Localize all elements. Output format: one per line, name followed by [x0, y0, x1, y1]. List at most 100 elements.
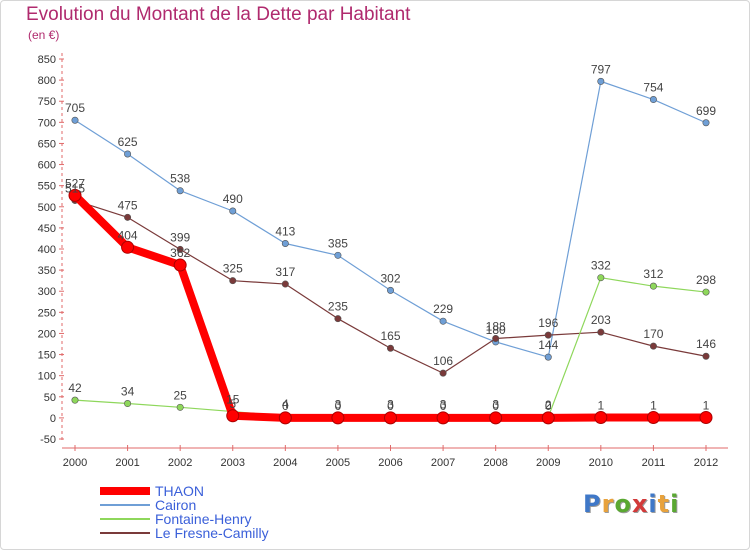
data-point-le-fresne-camilly [544, 331, 552, 339]
x-tick-label: 2004 [273, 457, 297, 469]
data-point-le-fresne-camilly [334, 315, 342, 323]
chart-title: Evolution du Montant de la Dette par Hab… [26, 4, 411, 25]
data-point-cairon [334, 251, 342, 259]
data-point-thaon [331, 411, 345, 425]
data-point-thaon [699, 410, 713, 424]
y-tick-label: 800 [38, 75, 56, 87]
y-tick-label: 600 [38, 160, 56, 172]
logo-letter: o [614, 490, 632, 518]
data-point-le-fresne-camilly [702, 352, 710, 360]
data-label-le-fresne-camilly: 515 [65, 181, 85, 195]
x-tick-label: 2003 [221, 457, 245, 469]
data-label-thaon: 0 [282, 399, 289, 413]
data-label-fontaine-henry: 42 [68, 381, 82, 395]
data-label-le-fresne-camilly: 203 [591, 313, 611, 327]
legend-label-cairon: Cairon [155, 497, 197, 513]
data-point-cairon [702, 119, 710, 127]
y-tick-label: 550 [38, 181, 56, 193]
logo-letter: P [583, 490, 602, 518]
data-label-le-fresne-camilly: 165 [380, 329, 400, 343]
legend-swatch-thaon [100, 487, 150, 495]
line-chart: -500501001502002503003504004505005506006… [38, 53, 728, 469]
data-point-le-fresne-camilly [229, 277, 237, 285]
data-point-thaon [646, 410, 660, 424]
logo-letter: r [601, 490, 615, 518]
data-point-fontaine-henry [597, 274, 605, 282]
data-point-le-fresne-camilly [386, 344, 394, 352]
data-label-cairon: 625 [118, 135, 138, 149]
series-line-thaon [71, 191, 710, 422]
data-point-le-fresne-camilly [124, 213, 132, 221]
series-line-cairon [74, 80, 707, 358]
data-label-le-fresne-camilly: 399 [170, 230, 190, 244]
data-label-thaon: 527 [65, 176, 85, 190]
logo-letter: x [631, 490, 649, 518]
data-label-cairon: 754 [643, 81, 663, 95]
data-label-fontaine-henry: 3 [335, 398, 342, 412]
logo-letter: t [657, 490, 671, 518]
data-label-thaon: 0 [545, 399, 552, 413]
data-label-cairon: 144 [538, 338, 558, 352]
x-tick-label: 2006 [378, 457, 402, 469]
data-label-fontaine-henry: 332 [591, 259, 611, 273]
legend-label-thaon: THAON [155, 483, 204, 499]
legend-item-fontaine-henry: Fontaine-Henry [100, 511, 360, 527]
data-label-cairon: 538 [170, 172, 190, 186]
data-label-thaon: 404 [118, 228, 138, 242]
legend-item-le-fresne-camilly: Le Fresne-Camilly [100, 525, 360, 541]
data-point-thaon [594, 410, 608, 424]
data-label-thaon: 0 [335, 399, 342, 413]
data-label-cairon: 699 [696, 104, 716, 118]
x-tick-label: 2007 [431, 457, 455, 469]
data-label-thaon: 5 [229, 397, 236, 411]
y-tick-label: 750 [38, 96, 56, 108]
data-label-thaon: 0 [387, 399, 394, 413]
chart-unit: (en €) [28, 28, 60, 42]
x-tick-label: 2009 [536, 457, 560, 469]
data-label-le-fresne-camilly: 188 [486, 320, 506, 334]
legend-item-cairon: Cairon [100, 497, 360, 513]
data-label-cairon: 180 [486, 323, 506, 337]
data-label-cairon: 705 [65, 101, 85, 115]
data-label-thaon: 0 [492, 399, 499, 413]
legend-label-le-fresne-camilly: Le Fresne-Camilly [155, 525, 269, 541]
data-point-fontaine-henry [176, 403, 184, 411]
data-label-thaon: 1 [650, 398, 657, 412]
y-tick-label: 50 [44, 392, 56, 404]
y-tick-label: 850 [38, 54, 56, 66]
x-tick-label: 2005 [326, 457, 350, 469]
x-tick-label: 2000 [63, 457, 87, 469]
y-tick-label: 650 [38, 138, 56, 150]
data-label-cairon: 229 [433, 302, 453, 316]
data-label-le-fresne-camilly: 235 [328, 300, 348, 314]
y-tick-label: 300 [38, 286, 56, 298]
data-point-fontaine-henry [649, 282, 657, 290]
data-point-thaon [226, 409, 240, 423]
data-point-thaon [489, 411, 503, 425]
y-tick-label: -50 [40, 434, 56, 446]
data-point-thaon [121, 240, 135, 254]
data-label-fontaine-henry: 298 [696, 273, 716, 287]
data-label-thaon: 1 [703, 398, 710, 412]
data-label-fontaine-henry: 2 [545, 398, 552, 412]
data-label-le-fresne-camilly: 106 [433, 354, 453, 368]
data-label-le-fresne-camilly: 475 [118, 198, 138, 212]
data-label-cairon: 385 [328, 236, 348, 250]
y-tick-label: 250 [38, 307, 56, 319]
data-label-cairon: 797 [591, 62, 611, 76]
data-point-cairon [124, 150, 132, 158]
y-tick-label: 100 [38, 371, 56, 383]
logo-letter: i [670, 490, 680, 518]
data-label-le-fresne-camilly: 325 [223, 262, 243, 276]
y-tick-label: 450 [38, 223, 56, 235]
data-label-fontaine-henry: 312 [643, 267, 663, 281]
data-point-fontaine-henry [124, 400, 132, 408]
legend-swatch-fontaine-henry [100, 518, 150, 520]
data-label-thaon: 0 [440, 399, 447, 413]
data-point-thaon [278, 411, 292, 425]
x-tick-label: 2010 [589, 457, 613, 469]
data-point-cairon [229, 207, 237, 215]
data-label-thaon: 362 [170, 246, 190, 260]
data-label-cairon: 490 [223, 192, 243, 206]
